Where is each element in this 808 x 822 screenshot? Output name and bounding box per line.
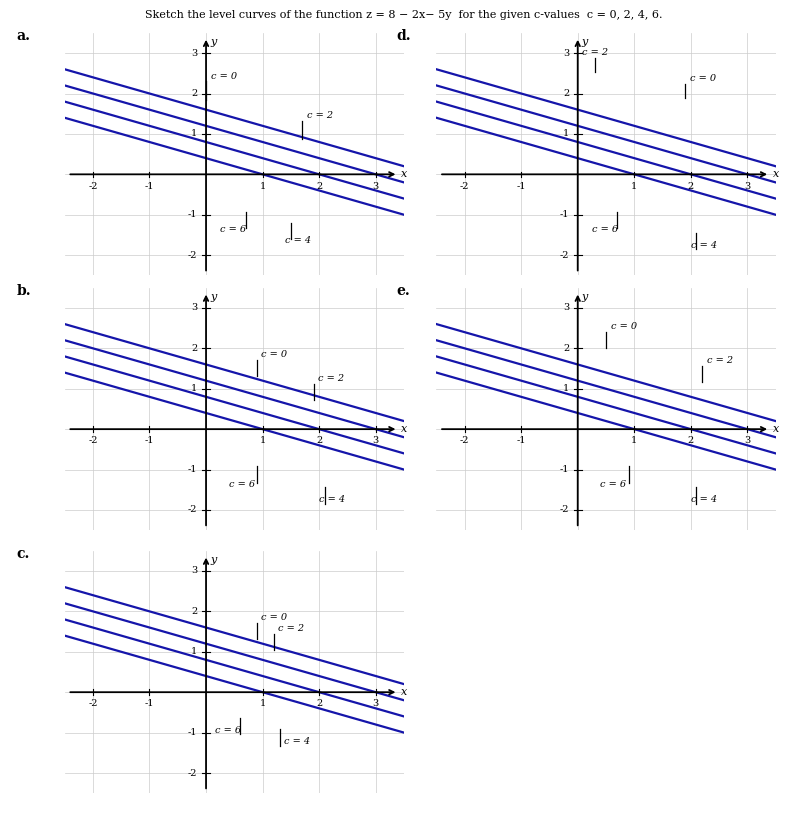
Text: x: x	[402, 687, 407, 697]
Text: e.: e.	[396, 284, 410, 298]
Text: c = 2: c = 2	[707, 356, 733, 365]
Text: -2: -2	[88, 700, 98, 709]
Text: c = 6: c = 6	[215, 726, 241, 735]
Text: c = 4: c = 4	[285, 237, 311, 246]
Text: -2: -2	[560, 251, 569, 260]
Text: 1: 1	[631, 436, 638, 446]
Text: a.: a.	[16, 29, 30, 43]
Text: 3: 3	[372, 436, 379, 446]
Text: 2: 2	[563, 89, 569, 98]
Text: -1: -1	[145, 182, 154, 191]
Text: x: x	[402, 169, 407, 179]
Text: -1: -1	[145, 700, 154, 709]
Text: 1: 1	[191, 384, 198, 393]
Text: 3: 3	[563, 48, 569, 58]
Text: -2: -2	[188, 769, 198, 778]
Text: 3: 3	[191, 566, 198, 575]
Text: c = 0: c = 0	[262, 613, 288, 622]
Text: y: y	[582, 37, 588, 47]
Text: c.: c.	[16, 547, 30, 561]
Text: -1: -1	[145, 436, 154, 446]
Text: c = 6: c = 6	[591, 225, 618, 234]
Text: 1: 1	[259, 182, 266, 191]
Text: 2: 2	[316, 700, 322, 709]
Text: -2: -2	[88, 436, 98, 446]
Text: c = 2: c = 2	[318, 374, 344, 383]
Text: y: y	[210, 292, 217, 302]
Text: 2: 2	[563, 344, 569, 353]
Text: x: x	[402, 424, 407, 434]
Text: c = 6: c = 6	[229, 480, 255, 489]
Text: c = 6: c = 6	[220, 225, 246, 234]
Text: -1: -1	[516, 182, 526, 191]
Text: c = 4: c = 4	[691, 241, 717, 250]
Text: -1: -1	[516, 436, 526, 446]
Text: y: y	[210, 37, 217, 47]
Text: 1: 1	[563, 129, 569, 138]
Text: -2: -2	[88, 182, 98, 191]
Text: 3: 3	[372, 700, 379, 709]
Text: c = 0: c = 0	[211, 72, 237, 81]
Text: 2: 2	[191, 89, 198, 98]
Text: c = 0: c = 0	[611, 322, 637, 331]
Text: x: x	[772, 169, 779, 179]
Text: 3: 3	[563, 303, 569, 312]
Text: 1: 1	[259, 436, 266, 446]
Text: -1: -1	[560, 465, 569, 474]
Text: -2: -2	[460, 182, 469, 191]
Text: -2: -2	[460, 436, 469, 446]
Text: 3: 3	[744, 182, 751, 191]
Text: c = 0: c = 0	[262, 350, 288, 359]
Text: c = 6: c = 6	[600, 480, 626, 489]
Text: 1: 1	[259, 700, 266, 709]
Text: c = 4: c = 4	[319, 496, 345, 505]
Text: c = 4: c = 4	[284, 737, 310, 746]
Text: -2: -2	[560, 506, 569, 515]
Text: b.: b.	[16, 284, 31, 298]
Text: 3: 3	[191, 48, 198, 58]
Text: 3: 3	[372, 182, 379, 191]
Text: 2: 2	[688, 182, 694, 191]
Text: c = 0: c = 0	[690, 74, 716, 83]
Text: 1: 1	[191, 129, 198, 138]
Text: c = 4: c = 4	[691, 496, 717, 505]
Text: Sketch the level curves of the function z = 8 − 2x− 5y  for the given c-values  : Sketch the level curves of the function …	[145, 10, 663, 20]
Text: 2: 2	[191, 344, 198, 353]
Text: -2: -2	[188, 506, 198, 515]
Text: -1: -1	[188, 210, 198, 219]
Text: 1: 1	[191, 647, 198, 656]
Text: c = 2: c = 2	[583, 48, 608, 58]
Text: 2: 2	[316, 436, 322, 446]
Text: y: y	[210, 555, 217, 565]
Text: 2: 2	[688, 436, 694, 446]
Text: -1: -1	[188, 465, 198, 474]
Text: -1: -1	[188, 728, 198, 737]
Text: 3: 3	[191, 303, 198, 312]
Text: -1: -1	[560, 210, 569, 219]
Text: 2: 2	[316, 182, 322, 191]
Text: -2: -2	[188, 251, 198, 260]
Text: 1: 1	[563, 384, 569, 393]
Text: c = 2: c = 2	[279, 624, 305, 633]
Text: c = 2: c = 2	[307, 111, 333, 120]
Text: d.: d.	[396, 29, 410, 43]
Text: 3: 3	[744, 436, 751, 446]
Text: 1: 1	[631, 182, 638, 191]
Text: x: x	[772, 424, 779, 434]
Text: 2: 2	[191, 607, 198, 616]
Text: y: y	[582, 292, 588, 302]
